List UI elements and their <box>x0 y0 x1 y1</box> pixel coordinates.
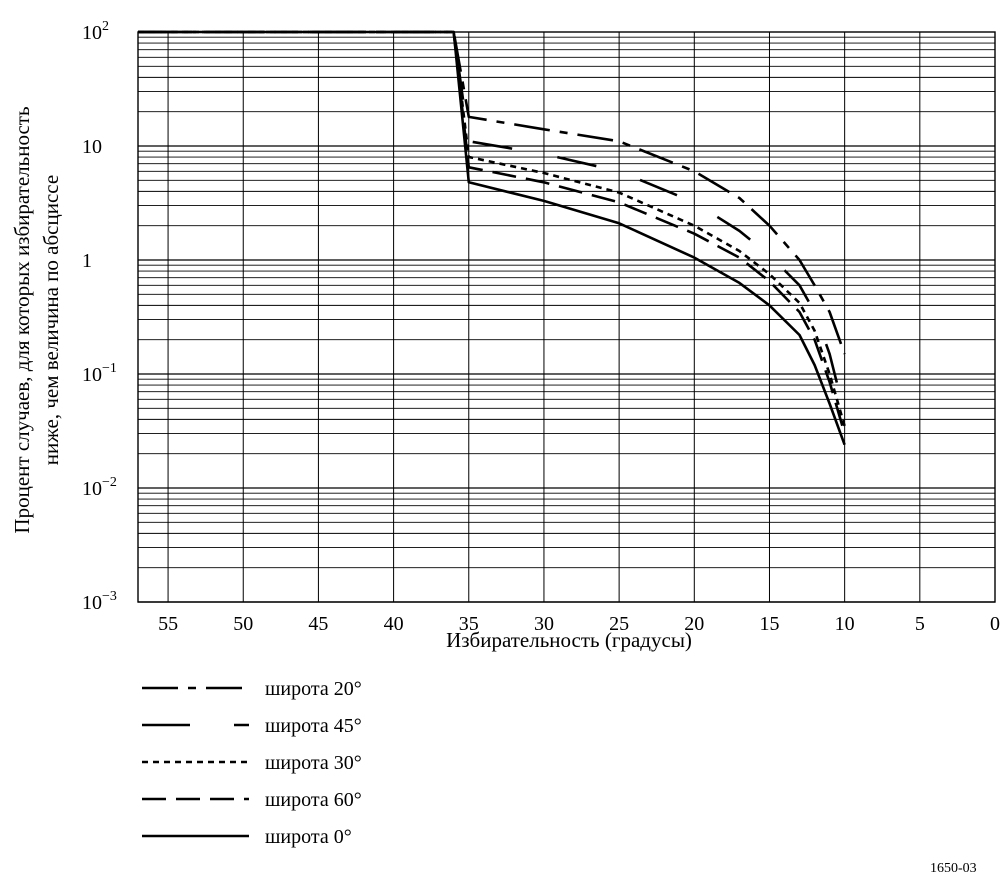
y-tick-labels: 102 10 1 10−1 10−2 10−3 <box>82 19 117 614</box>
legend-label-0: широта 20° <box>265 678 362 700</box>
x-tick-label: 55 <box>158 613 178 635</box>
x-axis-label: Избирательность (градусы) <box>446 628 692 652</box>
x-tick-label: 10 <box>835 613 855 635</box>
x-tick-label: 25 <box>609 613 629 635</box>
x-tick-label: 30 <box>534 613 554 635</box>
x-tick-labels: 55 50 45 40 35 30 25 20 15 10 5 0 <box>158 613 1000 635</box>
legend: широта 20° широта 45° широта 30° широта 60°… <box>142 678 362 848</box>
series-line-1 <box>138 30 846 414</box>
legend-label-4: широта 0° <box>265 826 352 848</box>
series-line-3 <box>138 30 846 434</box>
legend-label-1: широта 45° <box>265 715 362 737</box>
x-tick-label: 40 <box>384 613 404 635</box>
figure-id: 1650-03 <box>930 861 977 876</box>
series-line-4 <box>138 30 846 446</box>
y-tick-label: 10 <box>82 136 102 158</box>
y-axis-label-line1: Процент случаев, для которых избирательн… <box>10 106 34 533</box>
legend-label-3: широта 60° <box>265 789 362 811</box>
axes <box>137 31 996 603</box>
y-tick-label: 10−3 <box>82 589 117 614</box>
x-tick-label: 45 <box>308 613 328 635</box>
plot-frame <box>137 31 996 603</box>
series-line-0 <box>138 30 846 355</box>
y-tick-label: 10−1 <box>82 361 117 386</box>
x-tick-label: 20 <box>684 613 704 635</box>
x-tick-label: 15 <box>759 613 779 635</box>
x-tick-label: 5 <box>915 613 925 635</box>
y-tick-label: 1 <box>82 250 92 272</box>
legend-label-2: широта 30° <box>265 752 362 774</box>
x-tick-label: 0 <box>990 613 1000 635</box>
y-axis-label-line2: ниже, чем величина по абсциссе <box>39 175 63 465</box>
plot-series <box>138 30 846 446</box>
y-tick-label: 102 <box>82 19 109 44</box>
x-tick-label: 35 <box>459 613 479 635</box>
grid <box>138 32 996 603</box>
y-tick-label: 10−2 <box>82 475 117 500</box>
x-tick-label: 50 <box>233 613 253 635</box>
